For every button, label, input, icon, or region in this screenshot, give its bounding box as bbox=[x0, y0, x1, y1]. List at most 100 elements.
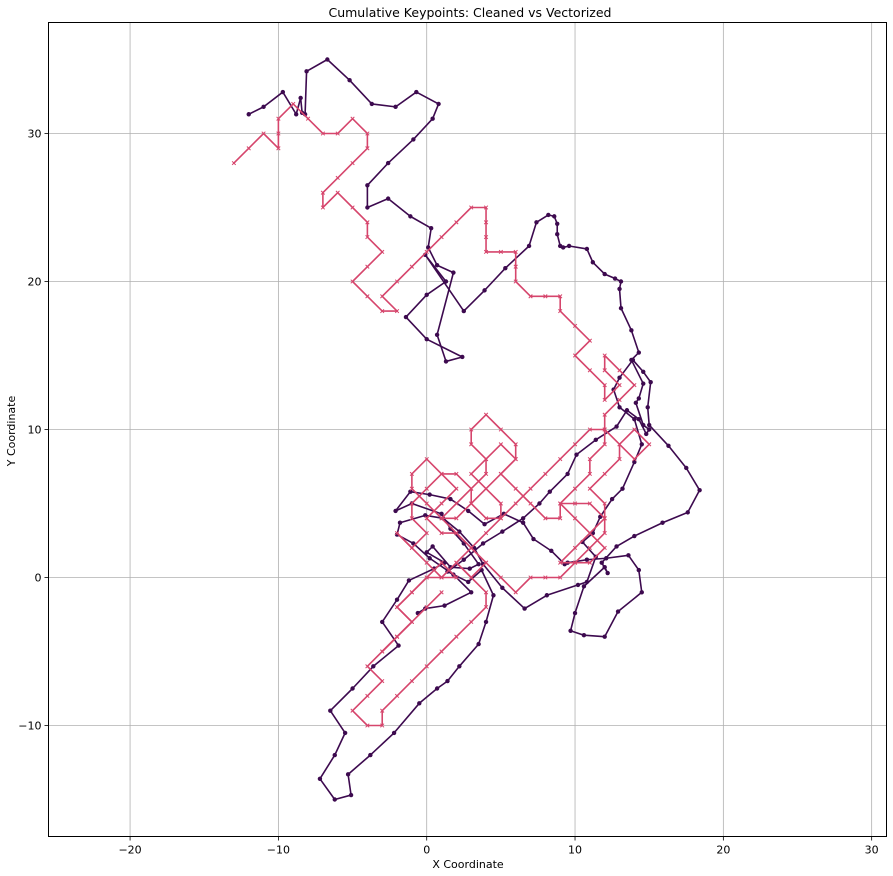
series-1-segment bbox=[405, 294, 428, 318]
data-point bbox=[439, 575, 444, 580]
series-2-segment bbox=[396, 532, 413, 549]
data-point bbox=[454, 220, 459, 225]
series-1-segment bbox=[347, 773, 352, 796]
series-2-segment bbox=[485, 561, 502, 579]
data-point bbox=[534, 220, 539, 225]
data-point bbox=[685, 510, 690, 515]
data-point bbox=[605, 570, 610, 576]
series-2-segment bbox=[425, 650, 443, 668]
y-tick-label: 0 bbox=[35, 572, 42, 585]
y-axis-label: Y Coordinate bbox=[5, 396, 18, 468]
data-point bbox=[409, 619, 415, 625]
data-point bbox=[602, 442, 607, 447]
data-point bbox=[500, 585, 505, 591]
data-point bbox=[636, 416, 642, 422]
data-point bbox=[328, 708, 333, 713]
data-point bbox=[408, 489, 413, 494]
data-point bbox=[454, 501, 459, 506]
data-point bbox=[590, 260, 596, 265]
data-point bbox=[457, 529, 462, 534]
data-point bbox=[574, 452, 579, 457]
series-1-segment bbox=[615, 409, 628, 428]
data-point bbox=[461, 557, 466, 562]
series-2-segment bbox=[589, 443, 606, 460]
data-point bbox=[380, 708, 385, 713]
series-1-segment bbox=[600, 545, 618, 564]
series-2-segment bbox=[544, 458, 561, 475]
series-2-segment bbox=[425, 561, 443, 579]
data-point bbox=[434, 332, 440, 337]
data-point bbox=[476, 641, 481, 647]
series-2-segment bbox=[574, 532, 591, 549]
data-point bbox=[424, 560, 429, 565]
data-point bbox=[483, 530, 489, 536]
data-point bbox=[572, 501, 578, 506]
data-point bbox=[409, 501, 415, 506]
data-point bbox=[414, 89, 419, 95]
data-point bbox=[618, 305, 624, 311]
series-1-segment bbox=[532, 538, 553, 552]
data-point bbox=[469, 619, 474, 625]
series-1-segment bbox=[615, 535, 636, 548]
data-point bbox=[320, 131, 326, 136]
data-point bbox=[513, 279, 518, 284]
data-point bbox=[636, 350, 642, 355]
x-tick-label: 30 bbox=[865, 844, 879, 857]
data-point bbox=[246, 146, 251, 151]
data-point bbox=[587, 486, 593, 491]
series-1-segment bbox=[425, 338, 464, 358]
data-point bbox=[572, 442, 578, 447]
data-point bbox=[448, 496, 453, 502]
series-1-segment bbox=[449, 527, 465, 545]
series-2-segment bbox=[455, 547, 473, 564]
data-point bbox=[394, 597, 400, 602]
data-point bbox=[385, 196, 391, 201]
data-point bbox=[469, 501, 474, 506]
data-point bbox=[439, 560, 444, 565]
data-point bbox=[476, 561, 481, 567]
data-point bbox=[335, 175, 340, 181]
data-point bbox=[558, 456, 563, 462]
series-1-segment bbox=[546, 584, 579, 597]
data-point bbox=[417, 701, 422, 706]
series-1-segment bbox=[618, 406, 636, 420]
data-point bbox=[483, 516, 489, 521]
data-point bbox=[555, 231, 560, 237]
data-point bbox=[365, 146, 370, 151]
data-point bbox=[528, 501, 533, 506]
data-point bbox=[568, 628, 573, 633]
series-2-segment bbox=[618, 384, 636, 401]
data-point bbox=[581, 633, 587, 638]
series-2-segment bbox=[618, 443, 636, 460]
series-2-segment bbox=[618, 428, 636, 446]
series-2-segment bbox=[411, 487, 428, 505]
series-1-segment bbox=[566, 453, 578, 475]
series-1-segment bbox=[462, 289, 486, 312]
series-2-segment bbox=[307, 117, 324, 135]
data-point bbox=[543, 294, 548, 299]
series-1-segment bbox=[504, 245, 530, 269]
data-point bbox=[513, 249, 518, 255]
series-2-segment bbox=[455, 561, 473, 579]
data-point bbox=[587, 501, 593, 506]
series-2-segment bbox=[455, 206, 473, 224]
series-2-segment bbox=[603, 399, 621, 416]
series-2-segment bbox=[603, 384, 621, 401]
data-point bbox=[498, 575, 504, 580]
series-2-segment bbox=[559, 443, 576, 460]
series-2-segment bbox=[559, 487, 576, 505]
data-point bbox=[602, 530, 607, 536]
data-point bbox=[424, 456, 429, 462]
data-point bbox=[466, 508, 471, 514]
data-point bbox=[641, 369, 646, 374]
data-point bbox=[280, 89, 286, 95]
data-point bbox=[602, 471, 607, 477]
data-point bbox=[424, 337, 429, 342]
series-2-segment bbox=[440, 561, 458, 579]
data-point bbox=[424, 516, 429, 521]
chart-title: Cumulative Keypoints: Cleaned vs Vectori… bbox=[328, 5, 611, 20]
series-layer bbox=[231, 57, 702, 802]
data-point bbox=[617, 456, 622, 462]
series-2-segment bbox=[603, 458, 621, 475]
series-2-segment bbox=[366, 251, 384, 268]
